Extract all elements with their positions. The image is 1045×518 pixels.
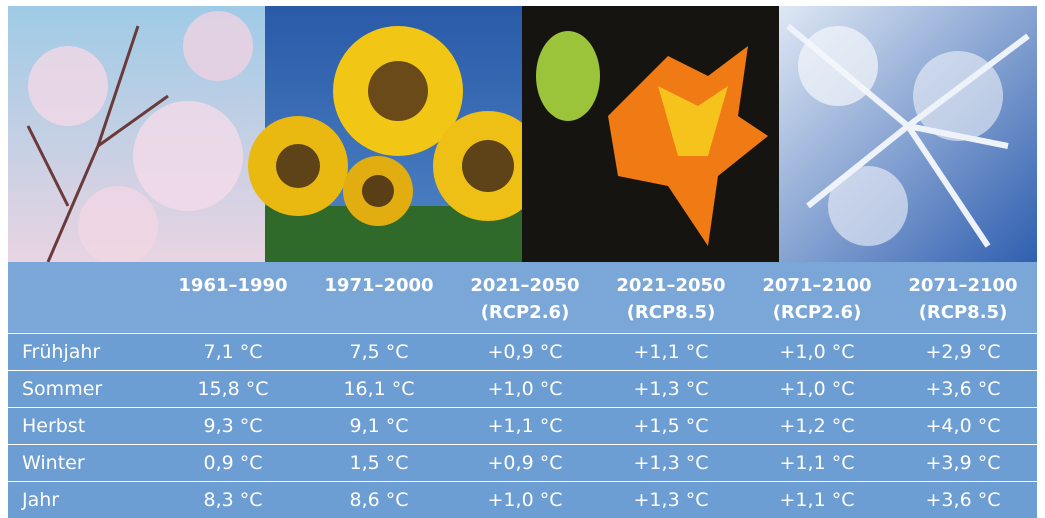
row-label: Herbst <box>22 415 86 437</box>
column-header: 2071–2100 (RCP8.5) <box>890 262 1036 333</box>
season-images <box>8 6 1037 262</box>
column-header: 1971–2000 <box>306 262 452 333</box>
corner-cell <box>8 262 160 333</box>
value-cell: +1,1 °C <box>487 415 563 437</box>
value-cell: +1,1 °C <box>779 452 855 474</box>
value-cell: 9,3 °C <box>203 415 263 437</box>
value-cell: +4,0 °C <box>925 415 1001 437</box>
value-cell: +3,6 °C <box>925 378 1001 400</box>
value-cell: 7,5 °C <box>349 341 409 363</box>
header-line: (RCP2.6) <box>772 302 862 323</box>
value-cell: 16,1 °C <box>343 378 415 400</box>
value-cell: +1,3 °C <box>633 452 709 474</box>
data-row: Jahr 8,3 °C 8,6 °C +1,0 °C +1,3 °C +1,1 °C +3,… <box>8 481 1037 518</box>
value-cell: +1,1 °C <box>633 341 709 363</box>
column-header: 2021–2050 (RCP2.6) <box>452 262 598 333</box>
data-row: Sommer 15,8 °C 16,1 °C +1,0 °C +1,3 °C +1,0 °… <box>8 370 1037 407</box>
data-row: Herbst 9,3 °C 9,1 °C +1,1 °C +1,5 °C +1,2 °C +… <box>8 407 1037 444</box>
value-cell: +1,1 °C <box>779 489 855 511</box>
value-cell: +1,0 °C <box>487 489 563 511</box>
value-cell: +1,5 °C <box>633 415 709 437</box>
value-cell: 8,3 °C <box>203 489 263 511</box>
column-header: 2021–2050 (RCP8.5) <box>598 262 744 333</box>
value-cell: +1,2 °C <box>779 415 855 437</box>
row-label: Winter <box>22 452 85 474</box>
value-cell: +0,9 °C <box>487 341 563 363</box>
value-cell: 7,1 °C <box>203 341 263 363</box>
value-cell: +0,9 °C <box>487 452 563 474</box>
value-cell: 0,9 °C <box>203 452 263 474</box>
value-cell: 8,6 °C <box>349 489 409 511</box>
value-cell: +3,9 °C <box>925 452 1001 474</box>
header-line: 2021–2050 <box>616 275 726 296</box>
column-header: 2071–2100 (RCP2.6) <box>744 262 890 333</box>
value-cell: +1,0 °C <box>779 341 855 363</box>
header-line: 2071–2100 <box>908 275 1018 296</box>
header-line: 2021–2050 <box>470 275 580 296</box>
data-row: Frühjahr 7,1 °C 7,5 °C +0,9 °C +1,1 °C +1,0 °… <box>8 333 1037 370</box>
value-cell: +3,6 °C <box>925 489 1001 511</box>
row-label: Sommer <box>22 378 103 400</box>
value-cell: +1,0 °C <box>779 378 855 400</box>
value-cell: +1,3 °C <box>633 489 709 511</box>
header-line: 1961–1990 <box>178 275 288 296</box>
header-line: (RCP8.5) <box>626 302 716 323</box>
value-cell: +1,0 °C <box>487 378 563 400</box>
spring-image <box>8 6 265 262</box>
value-cell: +1,3 °C <box>633 378 709 400</box>
row-label: Frühjahr <box>22 341 101 363</box>
value-cell: +2,9 °C <box>925 341 1001 363</box>
column-header: 1961–1990 <box>160 262 306 333</box>
header-line: (RCP2.6) <box>480 302 570 323</box>
header-line: (RCP8.5) <box>918 302 1008 323</box>
header-line: 1971–2000 <box>324 275 434 296</box>
autumn-image <box>522 6 779 262</box>
value-cell: 1,5 °C <box>349 452 409 474</box>
data-row: Winter 0,9 °C 1,5 °C +0,9 °C +1,3 °C +1,1 °C +… <box>8 444 1037 481</box>
header-row: 1961–1990 1971–2000 2021–2050 (RCP2.6) 2021–… <box>8 262 1037 333</box>
summer-image <box>248 6 543 262</box>
header-line: 2071–2100 <box>762 275 872 296</box>
winter-image <box>779 6 1037 262</box>
climate-table: 1961–1990 1971–2000 2021–2050 (RCP2.6) 2021–… <box>8 262 1037 518</box>
value-cell: 15,8 °C <box>197 378 269 400</box>
value-cell: 9,1 °C <box>349 415 409 437</box>
row-label: Jahr <box>22 489 60 511</box>
